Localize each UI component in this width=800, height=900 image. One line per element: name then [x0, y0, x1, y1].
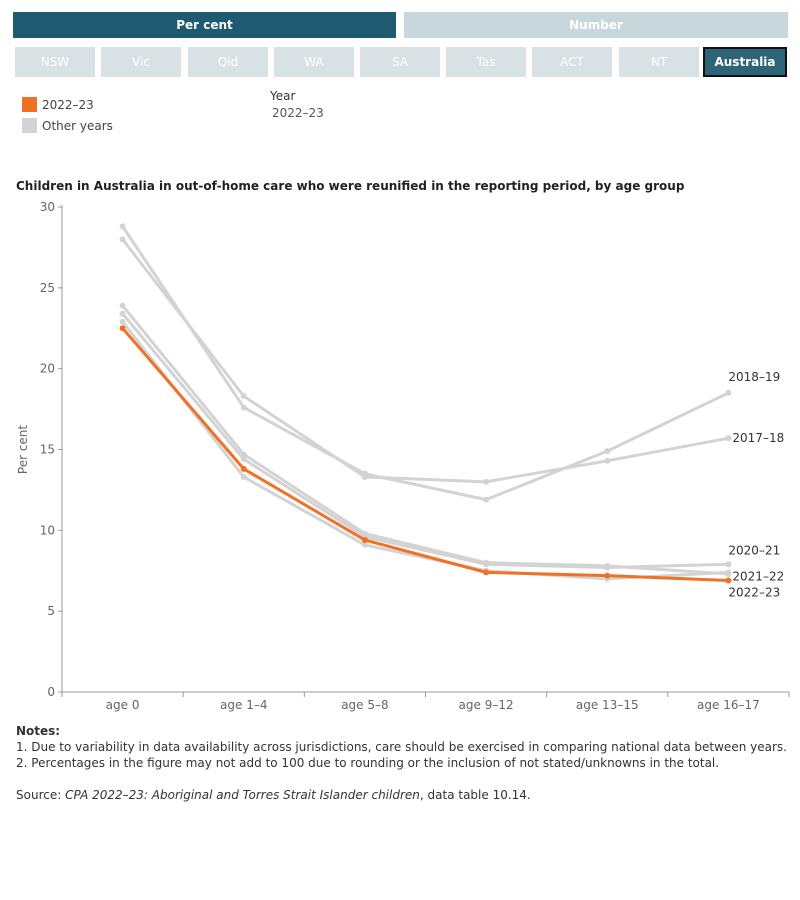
data-point	[119, 318, 126, 325]
data-point	[119, 325, 126, 332]
legend-label-current: 2022–23	[42, 97, 94, 112]
y-tick-label: 30	[40, 200, 55, 214]
series-end-label: 2017–18	[732, 431, 784, 445]
legend-swatch-current	[22, 97, 37, 112]
data-point	[361, 470, 368, 477]
x-tick-label: age 5–8	[341, 698, 388, 712]
x-tick-label: age 9–12	[459, 698, 514, 712]
y-tick-label: 20	[40, 362, 55, 376]
data-point	[483, 478, 490, 485]
data-point	[240, 404, 247, 411]
series-line	[121, 312, 730, 570]
y-axis-title: Per cent	[16, 425, 30, 475]
chart-title: Children in Australia in out-of-home car…	[16, 179, 685, 193]
data-point	[119, 302, 126, 309]
data-point	[240, 473, 247, 480]
data-point	[604, 572, 611, 579]
notes-heading: Notes:	[16, 724, 61, 738]
series-line	[121, 237, 730, 484]
data-point	[361, 537, 368, 544]
data-point	[483, 569, 490, 576]
jurisdiction-button-qld[interactable]: Qld	[188, 47, 268, 77]
data-point	[725, 389, 732, 396]
legend-item-current[interactable]: 2022–23	[22, 97, 94, 112]
jurisdiction-button-nt[interactable]: NT	[619, 47, 699, 77]
notes: Notes: 1. Due to variability in data ava…	[16, 723, 787, 771]
series-end-label: 2022–23	[728, 585, 780, 599]
series-end-label: 2021–22	[732, 569, 784, 583]
chart-lines	[119, 223, 732, 584]
y-tick-label: 5	[47, 604, 55, 618]
data-point	[119, 223, 126, 230]
source-suffix: , data table 10.14.	[419, 788, 531, 802]
jurisdiction-button-act[interactable]: ACT	[532, 47, 612, 77]
data-point	[725, 577, 732, 584]
number-toggle[interactable]: Number	[404, 12, 788, 38]
year-filter-label: Year	[270, 89, 296, 103]
x-tick-label: age 1–4	[220, 698, 267, 712]
data-point	[604, 448, 611, 455]
note-2: 2. Percentages in the figure may not add…	[16, 756, 720, 770]
jurisdiction-button-vic[interactable]: Vic	[101, 47, 181, 77]
source-title-link[interactable]: CPA 2022–23: Aboriginal and Torres Strai…	[65, 788, 420, 802]
jurisdiction-button-tas[interactable]: Tas	[446, 47, 526, 77]
source: Source: CPA 2022–23: Aboriginal and Torr…	[16, 788, 531, 802]
jurisdiction-button-wa[interactable]: WA	[274, 47, 354, 77]
legend-swatch-other	[22, 118, 37, 133]
data-point	[604, 457, 611, 464]
x-tick-label: age 16–17	[697, 698, 760, 712]
legend-label-other: Other years	[42, 118, 113, 133]
jurisdiction-button-nsw[interactable]: NSW	[15, 47, 95, 77]
legend-item-other[interactable]: Other years	[22, 118, 113, 133]
data-point	[483, 496, 490, 503]
data-point	[725, 569, 732, 576]
data-point	[725, 561, 732, 568]
data-point	[119, 310, 126, 317]
chart-axes: 0 5 10 15 20 25 30 age 0 age 1–4 age 5–8 age 9–12 a…	[16, 200, 790, 712]
data-point	[361, 541, 368, 548]
year-filter-value[interactable]: 2022–23	[272, 106, 324, 120]
y-tick-label: 25	[40, 281, 55, 295]
y-tick-label: 15	[40, 443, 55, 457]
data-point	[483, 561, 490, 568]
data-point	[119, 236, 126, 243]
x-tick-label: age 13–15	[576, 698, 639, 712]
line-chart: 0 5 10 15 20 25 30 age 0 age 1–4 age 5–8 age 9–12 a…	[16, 200, 790, 712]
per-cent-toggle[interactable]: Per cent	[13, 12, 396, 38]
jurisdiction-button-australia[interactable]: Australia	[703, 47, 787, 77]
y-tick-label: 0	[47, 685, 55, 699]
series-line	[121, 224, 730, 502]
data-point	[604, 564, 611, 571]
data-point	[240, 465, 247, 472]
data-point	[240, 456, 247, 463]
series-end-label: 2020–21	[728, 543, 780, 557]
series-line	[121, 326, 730, 582]
series-end-label: 2018–19	[728, 370, 780, 384]
jurisdiction-button-sa[interactable]: SA	[360, 47, 440, 77]
source-prefix: Source:	[16, 788, 66, 802]
x-tick-label: age 0	[106, 698, 140, 712]
chart-labels: 2018–19 2017–18 2020–21 2021–22 2022–23	[728, 370, 784, 600]
note-1: 1. Due to variability in data availabili…	[16, 740, 787, 754]
data-point	[240, 393, 247, 400]
y-tick-label: 10	[40, 523, 55, 537]
data-point	[725, 435, 732, 442]
